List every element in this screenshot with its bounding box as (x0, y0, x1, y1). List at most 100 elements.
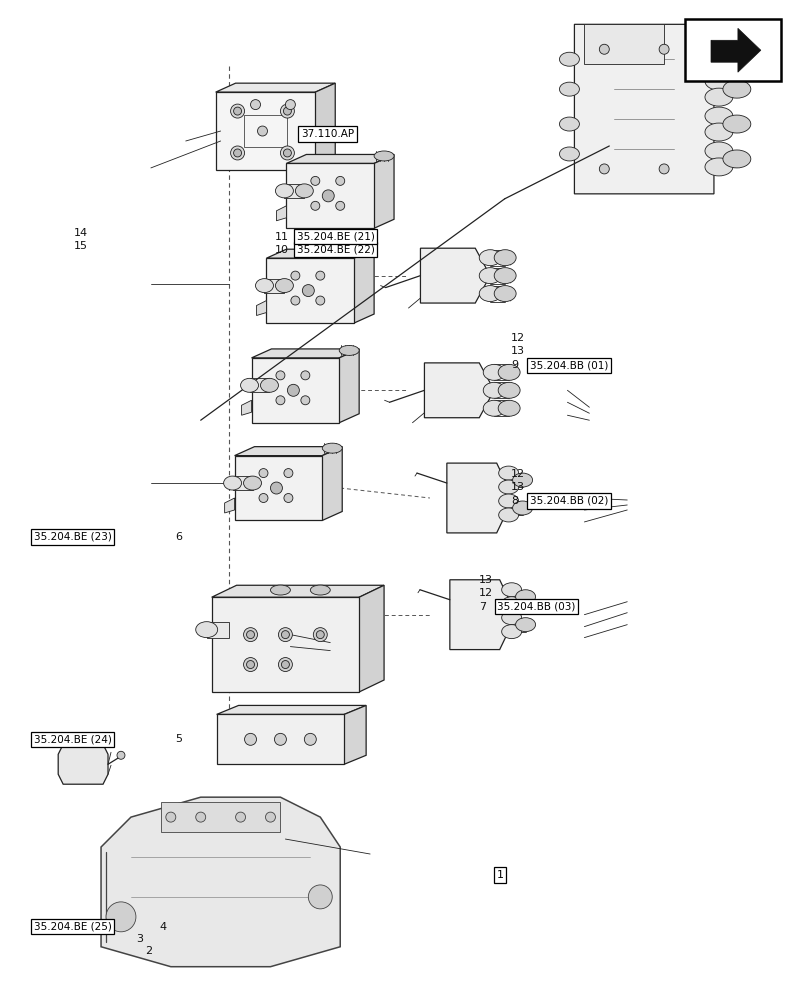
Bar (243, 115, 287, 147)
Circle shape (283, 107, 291, 115)
Polygon shape (344, 705, 366, 764)
Circle shape (243, 628, 257, 642)
Ellipse shape (255, 279, 273, 293)
Circle shape (285, 100, 295, 110)
Text: 3: 3 (135, 934, 143, 944)
Circle shape (243, 658, 257, 672)
Polygon shape (217, 714, 344, 764)
Ellipse shape (501, 625, 521, 639)
Bar (284, 184, 304, 198)
Text: 12: 12 (511, 469, 525, 479)
Text: 8: 8 (511, 496, 517, 506)
Ellipse shape (722, 45, 750, 63)
Polygon shape (339, 349, 358, 423)
Text: 5: 5 (175, 734, 182, 744)
Ellipse shape (374, 151, 393, 161)
Ellipse shape (478, 268, 500, 284)
Text: 35.204.BE (22): 35.204.BE (22) (296, 245, 374, 255)
Circle shape (244, 733, 256, 745)
Text: 35.204.BE (25): 35.204.BE (25) (34, 922, 111, 932)
Polygon shape (354, 249, 374, 323)
Ellipse shape (243, 476, 261, 490)
Circle shape (280, 104, 294, 118)
Ellipse shape (494, 250, 516, 266)
Circle shape (290, 271, 299, 280)
Ellipse shape (559, 147, 579, 161)
Polygon shape (276, 206, 286, 221)
Ellipse shape (310, 585, 330, 595)
Circle shape (313, 628, 327, 642)
Polygon shape (217, 705, 366, 714)
Circle shape (599, 164, 608, 174)
Circle shape (251, 100, 260, 110)
Circle shape (315, 271, 324, 280)
Ellipse shape (498, 466, 518, 480)
Ellipse shape (478, 286, 500, 302)
Text: 14: 14 (74, 228, 88, 238)
Text: 7: 7 (478, 602, 485, 612)
Circle shape (322, 190, 334, 202)
Circle shape (283, 149, 291, 157)
Polygon shape (225, 498, 234, 513)
Circle shape (278, 658, 292, 672)
Text: 1: 1 (496, 870, 503, 880)
Circle shape (276, 396, 285, 405)
Ellipse shape (501, 611, 521, 625)
Ellipse shape (270, 585, 290, 595)
Polygon shape (573, 24, 713, 194)
Circle shape (234, 149, 241, 157)
Ellipse shape (295, 184, 313, 198)
Text: 37.110.AP: 37.110.AP (300, 129, 354, 139)
Text: 35.204.BE (24): 35.204.BE (24) (34, 734, 111, 744)
Polygon shape (251, 349, 358, 358)
Ellipse shape (483, 364, 504, 380)
Ellipse shape (559, 82, 579, 96)
Text: 35.204.BE (23): 35.204.BE (23) (34, 532, 111, 542)
Ellipse shape (275, 184, 293, 198)
Ellipse shape (498, 382, 520, 398)
Ellipse shape (195, 622, 217, 638)
Bar (584, 24, 663, 64)
Bar (232, 476, 252, 490)
Polygon shape (358, 585, 384, 692)
Polygon shape (424, 363, 494, 418)
Circle shape (284, 469, 293, 478)
Circle shape (195, 812, 205, 822)
Circle shape (281, 661, 289, 669)
Circle shape (280, 146, 294, 160)
Text: 13: 13 (511, 346, 525, 356)
Polygon shape (251, 358, 339, 423)
Circle shape (270, 482, 282, 494)
Circle shape (259, 469, 268, 478)
Ellipse shape (704, 123, 732, 141)
Circle shape (276, 371, 285, 380)
Circle shape (247, 661, 254, 669)
Circle shape (315, 296, 324, 305)
Circle shape (335, 201, 345, 210)
Polygon shape (286, 163, 374, 228)
Circle shape (234, 107, 241, 115)
Ellipse shape (339, 345, 358, 355)
Bar (249, 378, 269, 392)
Text: 2: 2 (145, 946, 152, 956)
Ellipse shape (498, 508, 518, 522)
Polygon shape (58, 744, 108, 784)
Circle shape (287, 384, 299, 396)
Ellipse shape (704, 53, 732, 71)
Circle shape (257, 126, 267, 136)
Polygon shape (234, 447, 341, 456)
Circle shape (278, 628, 292, 642)
Polygon shape (710, 28, 760, 72)
Ellipse shape (494, 286, 516, 302)
Circle shape (284, 494, 293, 502)
Polygon shape (286, 154, 393, 163)
Ellipse shape (223, 476, 241, 490)
Circle shape (281, 631, 289, 639)
Circle shape (274, 733, 286, 745)
Text: 35.204.BB (03): 35.204.BB (03) (497, 602, 575, 612)
Bar (684, 19, 779, 81)
Circle shape (335, 176, 345, 185)
Ellipse shape (559, 52, 579, 66)
Polygon shape (374, 154, 393, 228)
Circle shape (290, 296, 299, 305)
